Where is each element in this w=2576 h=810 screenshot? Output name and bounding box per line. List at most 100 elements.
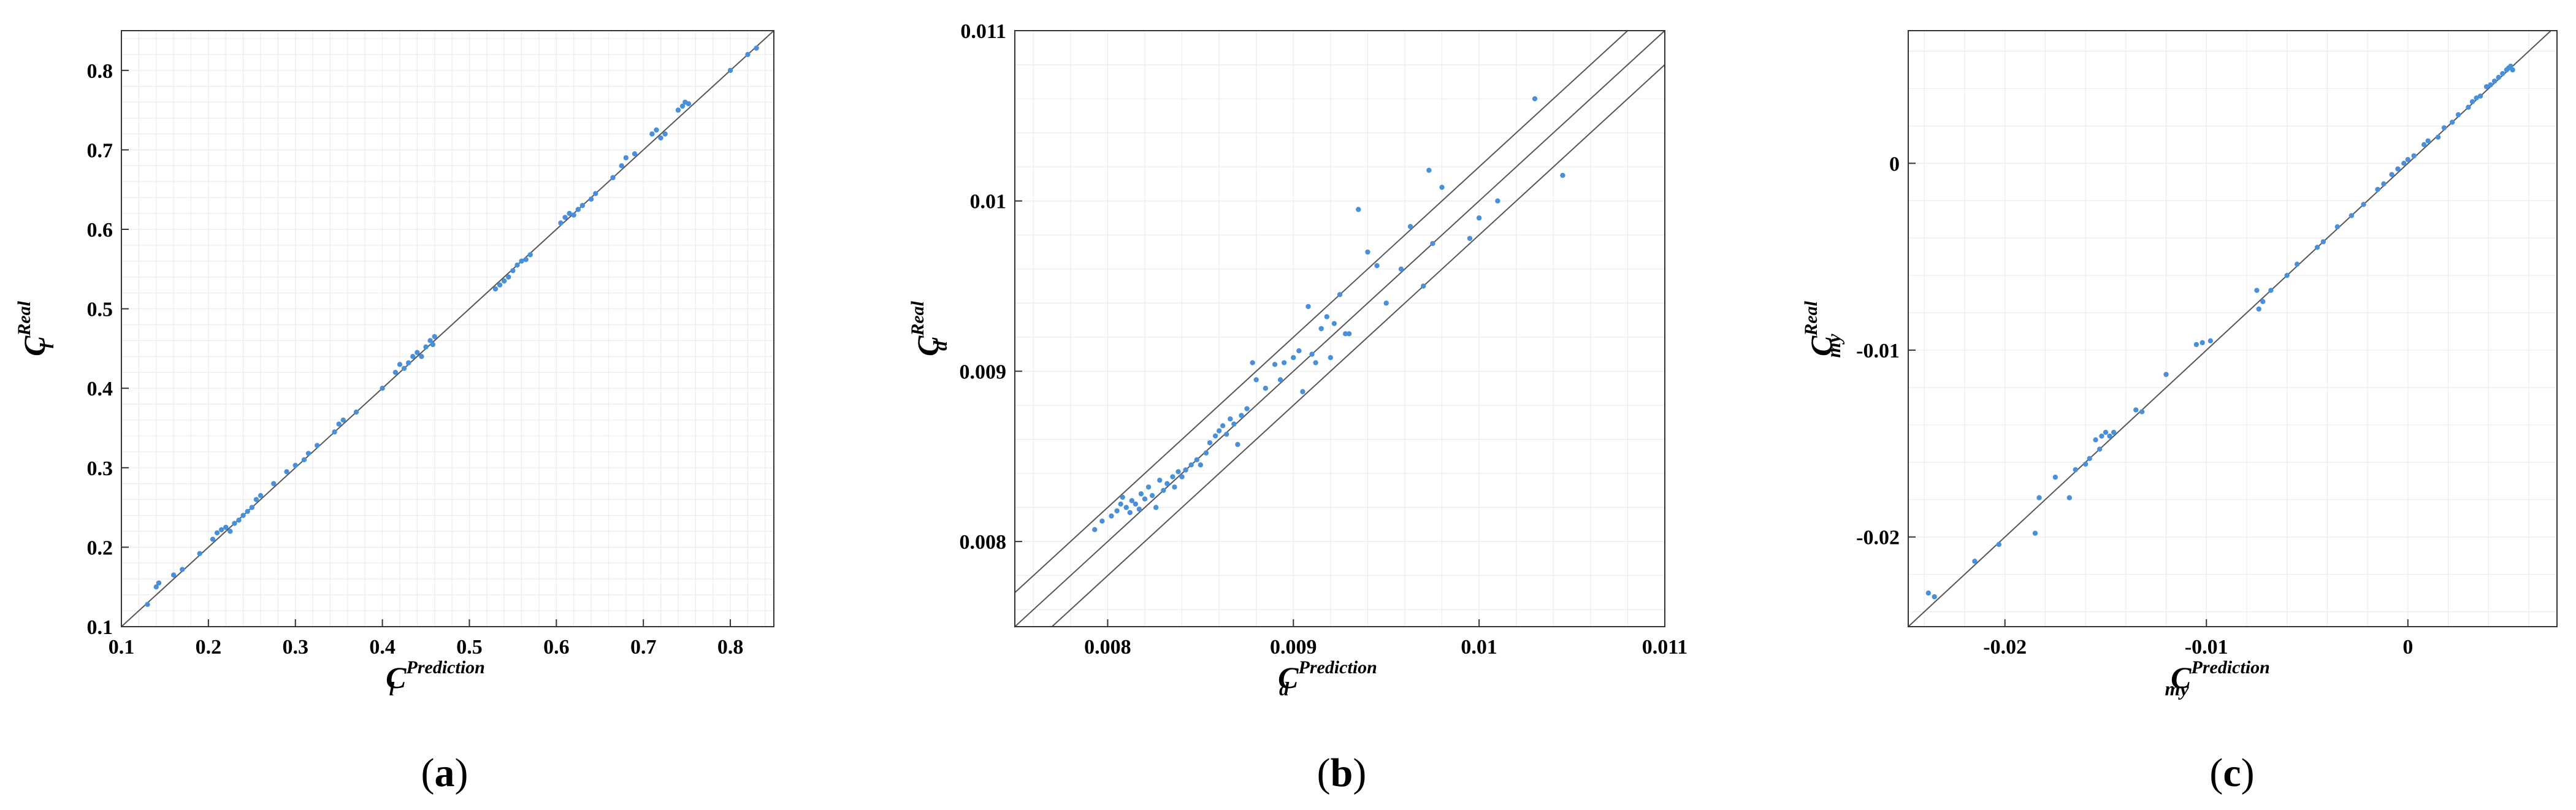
data-point: [284, 469, 289, 475]
data-point: [2381, 181, 2387, 187]
data-point: [686, 101, 692, 107]
data-point: [1331, 321, 1337, 326]
data-point: [2200, 340, 2205, 346]
data-point: [1194, 457, 1200, 463]
data-point: [2500, 71, 2505, 77]
data-point: [1324, 314, 1329, 319]
plot-frame-c: [1908, 30, 2558, 627]
data-point: [679, 103, 686, 109]
data-point: [1239, 413, 1244, 418]
panel-label-b: (b): [1317, 751, 1367, 795]
x-axis-label-c: CPrediction: [2171, 657, 2270, 695]
data-point: [197, 551, 202, 556]
data-point: [2441, 125, 2447, 131]
data-point: [2107, 434, 2112, 439]
data-point: [2395, 166, 2401, 172]
data-point: [1133, 501, 1139, 507]
data-point: [145, 602, 150, 607]
plot-frame-a: [121, 30, 774, 627]
y-axis-label-c: CReal: [1801, 300, 1838, 356]
data-point: [2133, 407, 2139, 413]
reference-lines-a: [121, 31, 774, 627]
data-point: [2474, 95, 2479, 101]
data-point: [2163, 372, 2169, 377]
x-label-main: C: [386, 660, 407, 695]
data-point: [562, 215, 568, 220]
data-point: [2314, 245, 2320, 250]
data-point: [1342, 331, 1348, 337]
x-tick-label: 0.1: [109, 636, 135, 659]
x-tick-label: 0.5: [456, 636, 483, 659]
x-ticks-a: 0.1 0.2 0.3 0.4 0.5 0.6 0.7 0.8: [109, 619, 744, 659]
data-point: [236, 518, 242, 523]
data-point: [1157, 477, 1163, 483]
data-point: [514, 262, 520, 268]
data-point: [2466, 104, 2471, 110]
chart-panel-c: -0.02 -0.01 0-0.02-0.010CPredictionmyCReal…: [1801, 30, 2558, 795]
data-point: [2510, 67, 2515, 73]
data-point: [2455, 112, 2461, 118]
y-tick-label: 0.7: [87, 139, 113, 162]
reference-line-0: [1908, 31, 2552, 627]
data-point: [432, 334, 437, 340]
data-point: [727, 67, 733, 74]
data-point: [245, 508, 250, 514]
data-point: [292, 462, 298, 468]
data-point: [1272, 362, 1278, 367]
data-point: [2066, 495, 2073, 500]
x-tick-label: 0.2: [196, 636, 222, 659]
x-ticks-c: -0.02 -0.01 0: [1983, 619, 2413, 659]
data-point: [1374, 263, 1380, 269]
y-label-superscript: Real: [1801, 300, 1821, 336]
data-point: [271, 481, 277, 486]
data-point: [2052, 475, 2058, 480]
data-point: [1407, 224, 1413, 229]
data-point: [567, 210, 572, 216]
data-point: [415, 350, 420, 356]
x-tick-label: 0.7: [630, 636, 657, 659]
data-point: [571, 212, 576, 218]
data-point: [1136, 506, 1142, 512]
data-point: [332, 429, 337, 435]
data-point: [1235, 441, 1240, 448]
x-tick-label: 0.8: [717, 636, 744, 659]
data-point: [1175, 469, 1181, 475]
data-point: [336, 421, 342, 427]
data-point: [1203, 450, 1209, 456]
data-point: [1161, 487, 1166, 494]
data-points-c: [1925, 63, 2515, 600]
data-point: [1313, 360, 1318, 365]
data-point: [180, 567, 185, 572]
data-point: [1305, 304, 1311, 310]
data-point: [632, 151, 638, 157]
y-tick-label: 0.6: [87, 219, 113, 242]
panel-label-open: (: [1317, 751, 1331, 795]
data-point: [1170, 474, 1175, 480]
reference-lines-c: [1908, 31, 2552, 627]
data-point: [232, 521, 237, 526]
data-point: [1328, 355, 1334, 361]
data-point: [2254, 288, 2260, 293]
x-tick-label: 0.4: [369, 636, 396, 659]
data-point: [2483, 84, 2490, 90]
data-point: [1476, 215, 1482, 221]
data-point: [1281, 360, 1287, 365]
x-label-main: C: [1278, 660, 1299, 695]
data-point: [2449, 120, 2455, 125]
data-point: [1253, 377, 1259, 383]
data-point: [579, 202, 586, 208]
panel-label-letter: a: [435, 751, 455, 795]
data-point: [2036, 495, 2042, 500]
data-point: [745, 52, 751, 58]
x-tick-label: 0.3: [282, 636, 308, 659]
y-label-main: C: [1804, 335, 1838, 356]
panel-label-a: (a): [421, 751, 468, 795]
data-point: [1198, 462, 1204, 468]
chart-panel-b: 0.008 0.009 0.01 0.0110.0080.0090.010.011CP…: [908, 20, 1687, 795]
data-point: [1220, 423, 1226, 429]
data-point: [623, 155, 629, 161]
data-point: [1207, 440, 1213, 446]
data-point: [575, 207, 581, 212]
data-point: [1118, 501, 1123, 507]
